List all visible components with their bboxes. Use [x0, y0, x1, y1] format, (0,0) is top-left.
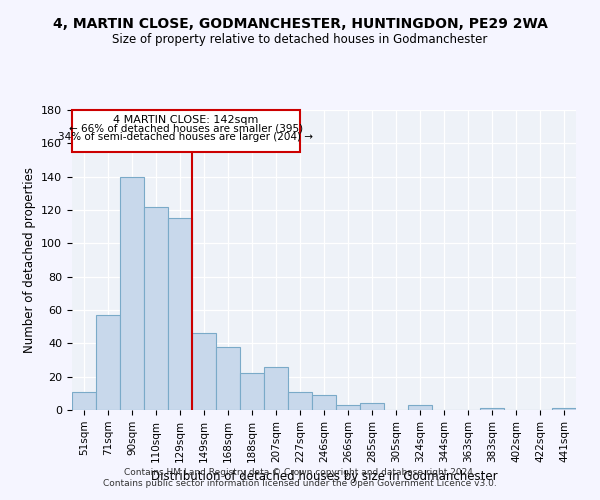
Text: 34% of semi-detached houses are larger (204) →: 34% of semi-detached houses are larger (…: [59, 132, 314, 141]
Bar: [408, 405, 432, 410]
Bar: [336, 405, 360, 410]
FancyBboxPatch shape: [72, 110, 300, 152]
Text: 4 MARTIN CLOSE: 142sqm: 4 MARTIN CLOSE: 142sqm: [113, 115, 259, 125]
Text: 4, MARTIN CLOSE, GODMANCHESTER, HUNTINGDON, PE29 2WA: 4, MARTIN CLOSE, GODMANCHESTER, HUNTINGD…: [53, 18, 547, 32]
Bar: [72, 392, 96, 410]
Bar: [288, 392, 312, 410]
Bar: [216, 346, 240, 410]
Bar: [168, 218, 192, 410]
Bar: [240, 374, 264, 410]
X-axis label: Distribution of detached houses by size in Godmanchester: Distribution of detached houses by size …: [151, 470, 497, 483]
Bar: [264, 366, 288, 410]
Y-axis label: Number of detached properties: Number of detached properties: [23, 167, 35, 353]
Bar: [192, 334, 216, 410]
Bar: [480, 408, 504, 410]
Bar: [312, 395, 336, 410]
Text: Size of property relative to detached houses in Godmanchester: Size of property relative to detached ho…: [112, 32, 488, 46]
Text: Contains HM Land Registry data © Crown copyright and database right 2024.
Contai: Contains HM Land Registry data © Crown c…: [103, 468, 497, 487]
Bar: [144, 206, 168, 410]
Bar: [360, 404, 384, 410]
Bar: [552, 408, 576, 410]
Bar: [120, 176, 144, 410]
Bar: [96, 315, 120, 410]
Text: ← 66% of detached houses are smaller (395): ← 66% of detached houses are smaller (39…: [69, 124, 303, 134]
